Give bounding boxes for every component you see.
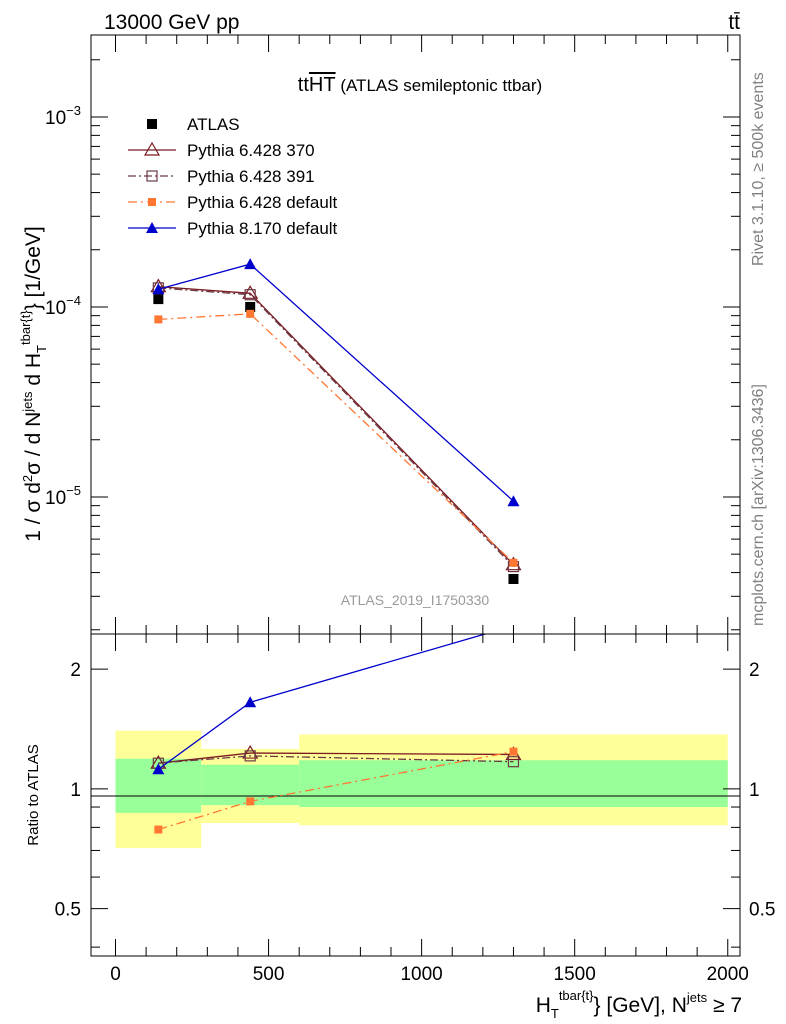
series-4-main-point	[152, 283, 165, 295]
header-energy-label: 13000 GeV pp	[104, 11, 239, 34]
series-4-ratio-point	[244, 696, 257, 708]
main-y-tick-label-exponent: −4	[66, 293, 81, 308]
ylabel-part-c-sup: tbar{t}	[18, 310, 33, 345]
ylabel-part-a-sup: 2	[20, 475, 35, 482]
main-plot-axes: 10−510−410−3	[45, 35, 740, 634]
legend: ATLAS Pythia 6.428 370 Pythia 6.428 391 Pyt…	[128, 115, 338, 238]
plot-title: ttHT (ATLAS semileptonic ttbar)	[298, 74, 542, 96]
series-3-main-point	[246, 309, 255, 318]
series-3-main-point	[509, 558, 518, 567]
main-y-tick-label-exponent: −3	[66, 103, 81, 118]
series-3-main-line	[158, 313, 514, 564]
legend-label: Pythia 6.428 370	[187, 141, 315, 160]
series-1-ratio-point	[242, 744, 259, 759]
series-1-main-point	[242, 285, 259, 299]
ratio-plot-content	[150, 634, 522, 834]
legend-label: Pythia 6.428 default	[187, 193, 338, 212]
series-3-main-point	[154, 315, 163, 324]
ratio-y-tick-label-right: 0.5	[749, 900, 775, 921]
ratio-plot-frame	[90, 633, 741, 957]
xlabel-part-a-sub: T	[551, 1006, 559, 1021]
ylabel-part-c: d H	[22, 353, 45, 392]
ratio-y-tick-label-left: 1	[70, 780, 81, 801]
main-y-tick-label: 10−3	[45, 103, 81, 129]
series-3-ratio-point	[154, 825, 163, 834]
series-1-main-line	[158, 285, 514, 566]
ratio-band-inner	[299, 760, 728, 808]
legend-marker	[146, 222, 158, 233]
plot-title-overlined: HT	[309, 74, 336, 96]
series-3-ratio-point	[246, 797, 255, 806]
legend-label: Pythia 8.170 default	[187, 219, 338, 238]
series-0-main-point	[245, 301, 256, 312]
ylabel-part-b: σ / d N	[22, 412, 45, 475]
mcplots-source-label: mcplots.cern.ch [arXiv:1306.3436]	[750, 384, 767, 626]
series-0-main-point	[153, 294, 164, 305]
series-1-ratio-line	[158, 752, 514, 764]
main-y-tick-label-exponent: −5	[66, 483, 81, 498]
xlabel-part-a: H	[536, 994, 551, 1017]
main-y-tick-label: 10−5	[45, 483, 81, 509]
rivet-version-label: Rivet 3.1.10, ≥ 500k events	[750, 72, 767, 266]
series-4-main-point	[507, 495, 520, 507]
ylabel-part-d: } [1/GeV]	[22, 226, 45, 310]
series-3-ratio-point	[509, 747, 518, 756]
legend-label: Pythia 6.428 391	[187, 167, 315, 186]
x-tick-label: 2000	[707, 964, 749, 985]
ratio-y-tick-label-left: 2	[70, 660, 81, 681]
legend-marker	[143, 141, 161, 156]
xlabel-part-c: ≥ 7	[707, 994, 742, 1017]
analysis-watermark: ATLAS_2019_I1750330	[341, 592, 490, 608]
x-tick-label: 1500	[554, 964, 596, 985]
legend-marker	[148, 198, 156, 206]
plot-title-main: tt	[298, 74, 310, 96]
series-0-main-point	[508, 574, 519, 585]
ratio-plot-panel: 0 500 1000 1500 2000 0.5 0.5 1 1 2 2 Ratio to ATLA…	[25, 633, 775, 985]
header-process-label: tt̄	[728, 11, 740, 34]
ratio-y-tick-label-left: 0.5	[55, 900, 81, 921]
xlabel-part-b-sup: jets	[686, 990, 708, 1005]
main-y-tick-label: 10−4	[45, 293, 81, 319]
main-y-tick-label-base: 10	[45, 298, 66, 319]
ratio-plot-axes: 0 500 1000 1500 2000 0.5 0.5 1 1 2 2	[55, 634, 775, 985]
series-2-ratio-point	[507, 756, 520, 768]
xlabel-part-b: } [GeV], N	[594, 994, 687, 1017]
ratio-y-tick-label-right: 2	[749, 660, 760, 681]
series-2-main-line	[158, 287, 514, 568]
legend-marker	[147, 119, 157, 129]
main-plot-panel: 10−510−410−3 ttHT (ATLAS semileptonic tt…	[18, 34, 741, 635]
series-4-main-point	[244, 258, 257, 270]
plot-title-suffix: (ATLAS semileptonic ttbar)	[336, 76, 543, 95]
series-2-main-point	[244, 289, 256, 301]
legend-label: ATLAS	[187, 115, 240, 134]
ylabel-part-b-sup: jets	[20, 391, 35, 413]
ylabel-part-c-sub: T	[34, 345, 49, 353]
ylabel-part-a: 1 / σ d	[22, 482, 45, 542]
x-tick-label: 500	[253, 964, 285, 985]
xlabel-part-a-sup: tbar{t}	[559, 988, 594, 1003]
x-tick-label: 1000	[400, 964, 442, 985]
main-y-axis-label: 1 / σ d2σ / d Njets d HTtbar{t}} [1/GeV]	[18, 226, 49, 542]
series-2-ratio-point	[244, 750, 256, 762]
series-2-ratio-line	[158, 755, 514, 764]
ratio-y-tick-label-right: 1	[749, 780, 760, 801]
main-y-tick-label-base: 10	[45, 488, 66, 509]
series-4-ratio-point	[152, 763, 165, 775]
ratio-uncertainty-bands	[115, 730, 728, 848]
main-y-tick-label-base: 10	[45, 108, 66, 129]
legend-marker	[146, 170, 158, 182]
x-axis-label: HTtbar{t}} [GeV], Njets ≥ 7	[536, 988, 742, 1021]
main-plot-content	[150, 258, 522, 585]
ratio-y-axis-label: Ratio to ATLAS	[25, 744, 42, 845]
x-tick-label: 0	[110, 964, 121, 985]
